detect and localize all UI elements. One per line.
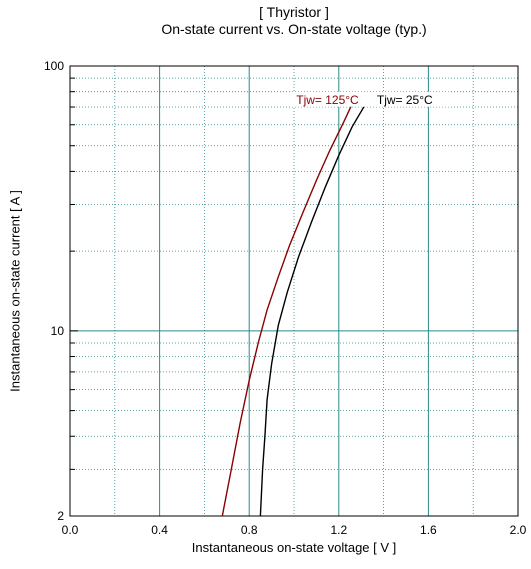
legend-label-bg xyxy=(372,91,451,107)
axis-ticks xyxy=(70,65,78,517)
chart-title: [ Thyristor ] xyxy=(259,4,329,20)
y-tick-label: 2 xyxy=(57,509,64,523)
y-tick-label: 100 xyxy=(44,59,64,73)
x-tick-label: 0.0 xyxy=(62,523,79,537)
x-tick-label: 1.6 xyxy=(420,523,437,537)
tick-labels: 0.0 0.4 0.8 1.2 1.6 2.0 2 10 100 xyxy=(44,59,527,537)
legend-label-tjw-125: Tjw= 125°C xyxy=(296,93,359,107)
series-line-tjw-25 xyxy=(259,103,367,517)
series-line-tjw-125 xyxy=(221,103,353,517)
plot-frame xyxy=(69,65,519,517)
chart-subtitle: On-state current vs. On-state voltage (t… xyxy=(161,21,427,37)
grid-minor xyxy=(70,66,518,516)
x-tick-label: 2.0 xyxy=(510,523,527,537)
legend-label-bg xyxy=(292,91,371,107)
x-tick-label: 0.4 xyxy=(151,523,168,537)
y-axis-label: Instantaneous on-state current [ A ] xyxy=(7,190,23,392)
x-tick-label: 1.2 xyxy=(330,523,347,537)
legend: Tjw= 125°C Tjw= 25°C xyxy=(292,91,451,107)
x-tick-label: 0.8 xyxy=(241,523,258,537)
x-axis-label: Instantaneous on-state voltage [ V ] xyxy=(191,540,397,555)
series-group xyxy=(221,103,367,517)
grid-major xyxy=(70,66,518,516)
legend-label-tjw-25: Tjw= 25°C xyxy=(377,93,433,107)
y-tick-label: 10 xyxy=(51,324,65,338)
